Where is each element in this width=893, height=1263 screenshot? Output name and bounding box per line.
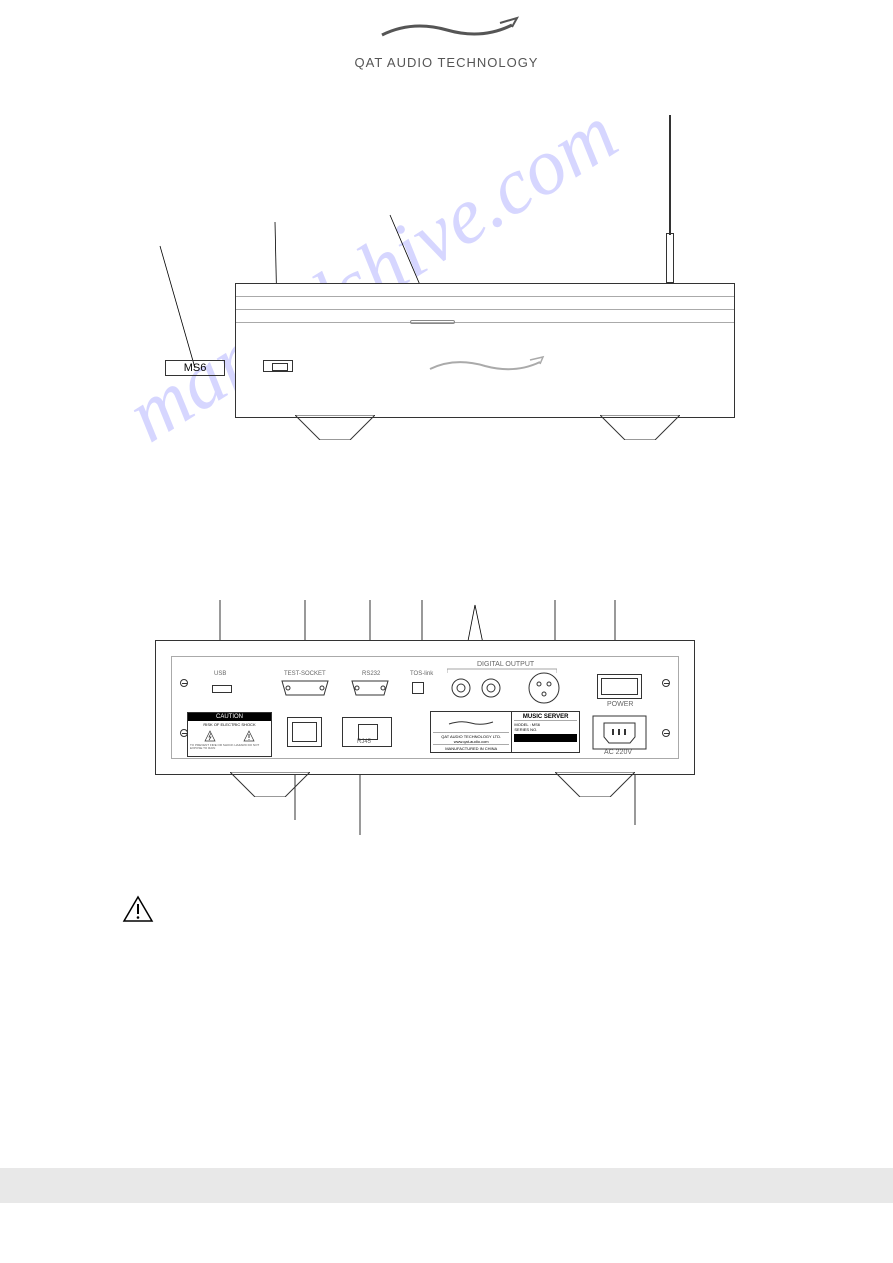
digital-out-1-icon — [450, 677, 472, 699]
lightning-icon — [204, 730, 216, 742]
warning-icon — [122, 895, 154, 923]
front-view-diagram: MS6 — [130, 110, 750, 490]
brand-name: QAT AUDIO TECHNOLOGY — [0, 55, 893, 70]
serial-block — [514, 734, 577, 742]
network-port-2-icon — [342, 717, 392, 747]
brand-logo-icon — [372, 15, 522, 50]
footer-band — [0, 1168, 893, 1203]
digital-out-2-icon — [480, 677, 502, 699]
antenna-icon — [665, 115, 675, 283]
label-company: QAT AUDIO TECHNOLOGY LTD. — [433, 732, 509, 739]
label-series: SERIES NO. — [514, 727, 577, 732]
power-button-front — [263, 360, 293, 372]
power-switch-icon — [597, 674, 642, 699]
back-view-diagram: USB TEST-SOCKET RS232 TOS-link DIGITAL O… — [155, 600, 695, 890]
info-label-plate: QAT AUDIO TECHNOLOGY LTD. www.qat-audio.… — [430, 711, 580, 753]
device-logo-icon — [425, 354, 545, 384]
toslink-port-icon — [412, 682, 424, 694]
device-front-body — [235, 283, 735, 418]
ac-label: AC 220V — [604, 749, 632, 756]
usb-label: USB — [214, 671, 226, 677]
test-socket-port-icon — [280, 679, 330, 697]
back-foot-right-icon — [555, 772, 635, 797]
foot-left-icon — [295, 415, 375, 440]
label-logo-icon — [446, 719, 496, 727]
warning-triangle-icon — [243, 730, 255, 742]
screw-icon — [662, 679, 670, 687]
power-label: POWER — [607, 701, 633, 708]
back-foot-left-icon — [230, 772, 310, 797]
label-made-in: MANUFACTURED IN CHINA — [433, 744, 509, 751]
rs232-label: RS232 — [362, 671, 380, 677]
screw-icon — [180, 679, 188, 687]
test-socket-label: TEST-SOCKET — [284, 671, 326, 677]
foot-right-icon — [600, 415, 680, 440]
caution-fine-print: TO PREVENT FIRE OR SHOCK HAZARD DO NOT E… — [188, 744, 271, 751]
caution-label: CAUTION RISK OF ELECTRIC SHOCK TO PREVEN… — [187, 712, 272, 757]
network-port-1-icon — [287, 717, 322, 747]
caution-title: CAUTION — [188, 713, 271, 721]
usb-port-icon — [212, 685, 232, 693]
back-panel: USB TEST-SOCKET RS232 TOS-link DIGITAL O… — [171, 656, 679, 759]
label-title: MUSIC SERVER — [514, 714, 577, 721]
toslink-label: TOS-link — [410, 671, 433, 677]
power-inlet-icon — [592, 715, 647, 750]
device-back-body: USB TEST-SOCKET RS232 TOS-link DIGITAL O… — [155, 640, 695, 775]
page-header: QAT AUDIO TECHNOLOGY — [0, 15, 893, 70]
xlr-port-icon — [527, 671, 562, 706]
opening-slot — [410, 320, 455, 324]
screw-icon — [662, 729, 670, 737]
caution-subtitle: RISK OF ELECTRIC SHOCK — [188, 721, 271, 728]
rs232-port-icon — [350, 679, 390, 697]
model-label: MS6 — [165, 360, 225, 376]
